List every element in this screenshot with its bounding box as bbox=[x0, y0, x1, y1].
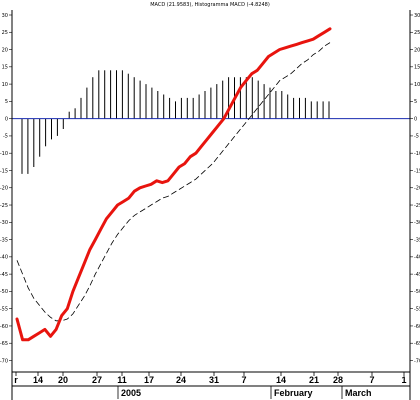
y-tick-label-left: 25 bbox=[2, 30, 8, 36]
y-tick-label-left: -65 bbox=[0, 341, 8, 347]
x-tick-label: 14 bbox=[276, 375, 286, 385]
y-tick-label-right: 0 bbox=[414, 116, 417, 122]
macd-line bbox=[15, 27, 332, 342]
y-tick-label-right: 25 bbox=[414, 30, 420, 36]
y-axis-left: 30 25 20 15 10 5 0 -5 -10 -15 -20 -25 -30 -35 -40 -45 -5… bbox=[0, 13, 12, 364]
y-tick-label-left: -20 bbox=[0, 186, 8, 192]
x-tick-label: 20 bbox=[58, 375, 68, 385]
y-tick-label-right: 15 bbox=[414, 65, 420, 71]
x-axis: r 14 20 27 11 17 24 31 7 14 21 28 7 1 2005 February Marc… bbox=[14, 372, 407, 399]
y-tick-label-right: 20 bbox=[414, 47, 420, 53]
y-tick-label-left: -60 bbox=[0, 324, 8, 330]
x-tick-label: 7 bbox=[369, 375, 374, 385]
y-tick-label-right: -40 bbox=[414, 255, 420, 261]
x-tick-label: 24 bbox=[176, 375, 186, 385]
y-tick-label-right: -5 bbox=[414, 134, 419, 140]
x-tick-label: 14 bbox=[33, 375, 43, 385]
y-tick-label-right: -50 bbox=[414, 289, 420, 295]
y-tick-label-right: 30 bbox=[414, 13, 420, 19]
month-label: 2005 bbox=[121, 388, 141, 398]
histogram-bars bbox=[21, 70, 330, 174]
y-tick-label-left: -70 bbox=[0, 358, 8, 364]
y-tick-label-right: -35 bbox=[414, 237, 420, 243]
x-tick-label: 7 bbox=[241, 375, 246, 385]
y-tick-label-left: -30 bbox=[0, 220, 8, 226]
x-tick-label: 21 bbox=[309, 375, 319, 385]
x-tick-label: r bbox=[14, 375, 18, 385]
x-tick-label: 31 bbox=[209, 375, 219, 385]
y-tick-label-right: 5 bbox=[414, 99, 417, 105]
y-axis-right: 30 25 20 15 10 5 0 -5 -10 -15 -20 -25 -30 -35 -40 -45 -5… bbox=[410, 13, 420, 364]
y-tick-label-left: -15 bbox=[0, 168, 8, 174]
y-tick-label-left: -55 bbox=[0, 306, 8, 312]
x-tick-label: 27 bbox=[92, 375, 102, 385]
y-tick-label-right: -70 bbox=[414, 358, 420, 364]
y-tick-label-left: -40 bbox=[0, 255, 8, 261]
y-tick-label-right: -60 bbox=[414, 324, 420, 330]
y-tick-label-right: -20 bbox=[414, 186, 420, 192]
y-tick-label-left: -5 bbox=[3, 134, 8, 140]
x-tick-label: 1 bbox=[401, 375, 406, 385]
y-tick-label-left: 20 bbox=[2, 47, 8, 53]
x-tick-label: 28 bbox=[333, 375, 343, 385]
y-tick-label-right: -65 bbox=[414, 341, 420, 347]
y-tick-label-right: -55 bbox=[414, 306, 420, 312]
y-tick-label-left: 5 bbox=[5, 99, 8, 105]
y-tick-label-right: -30 bbox=[414, 220, 420, 226]
y-tick-label-right: -15 bbox=[414, 168, 420, 174]
y-tick-label-left: -10 bbox=[0, 151, 8, 157]
y-tick-label-left: 15 bbox=[2, 65, 8, 71]
x-tick-label: 11 bbox=[117, 375, 127, 385]
y-tick-label-right: -25 bbox=[414, 203, 420, 209]
y-tick-label-left: -25 bbox=[0, 203, 8, 209]
month-label: February bbox=[274, 388, 313, 398]
y-tick-label-left: 0 bbox=[5, 116, 8, 122]
y-tick-label-left: 10 bbox=[2, 82, 8, 88]
month-label: March bbox=[345, 388, 372, 398]
y-tick-label-right: -45 bbox=[414, 272, 420, 278]
x-tick-label: 17 bbox=[144, 375, 154, 385]
y-tick-label-left: -35 bbox=[0, 237, 8, 243]
y-tick-label-right: 10 bbox=[414, 82, 420, 88]
chart-title: MACD (21.9583), Histogramma MACD (-4.824… bbox=[150, 2, 270, 8]
y-tick-label-left: -50 bbox=[0, 289, 8, 295]
y-tick-label-left: -45 bbox=[0, 272, 8, 278]
y-tick-label-left: 30 bbox=[2, 13, 8, 19]
signal-line bbox=[16, 42, 331, 322]
y-tick-label-right: -10 bbox=[414, 151, 420, 157]
